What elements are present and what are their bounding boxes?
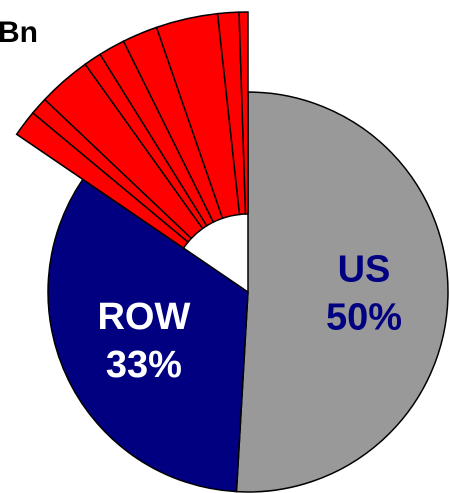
pie-slice-detail-10: [238, 11, 249, 215]
pie-slice-row: [47, 178, 249, 493]
slice-label-row-name: ROW: [97, 296, 190, 338]
slice-label-us-name: US: [338, 248, 391, 290]
header-fragment: Bn: [0, 16, 38, 49]
slice-label-row-pct: 33%: [106, 344, 182, 386]
slice-labels: US 50% ROW 33%: [97, 248, 402, 386]
slice-label-us-pct: 50%: [326, 296, 402, 338]
pie-slice-us: [235, 91, 449, 493]
pie-slices: [15, 11, 449, 493]
